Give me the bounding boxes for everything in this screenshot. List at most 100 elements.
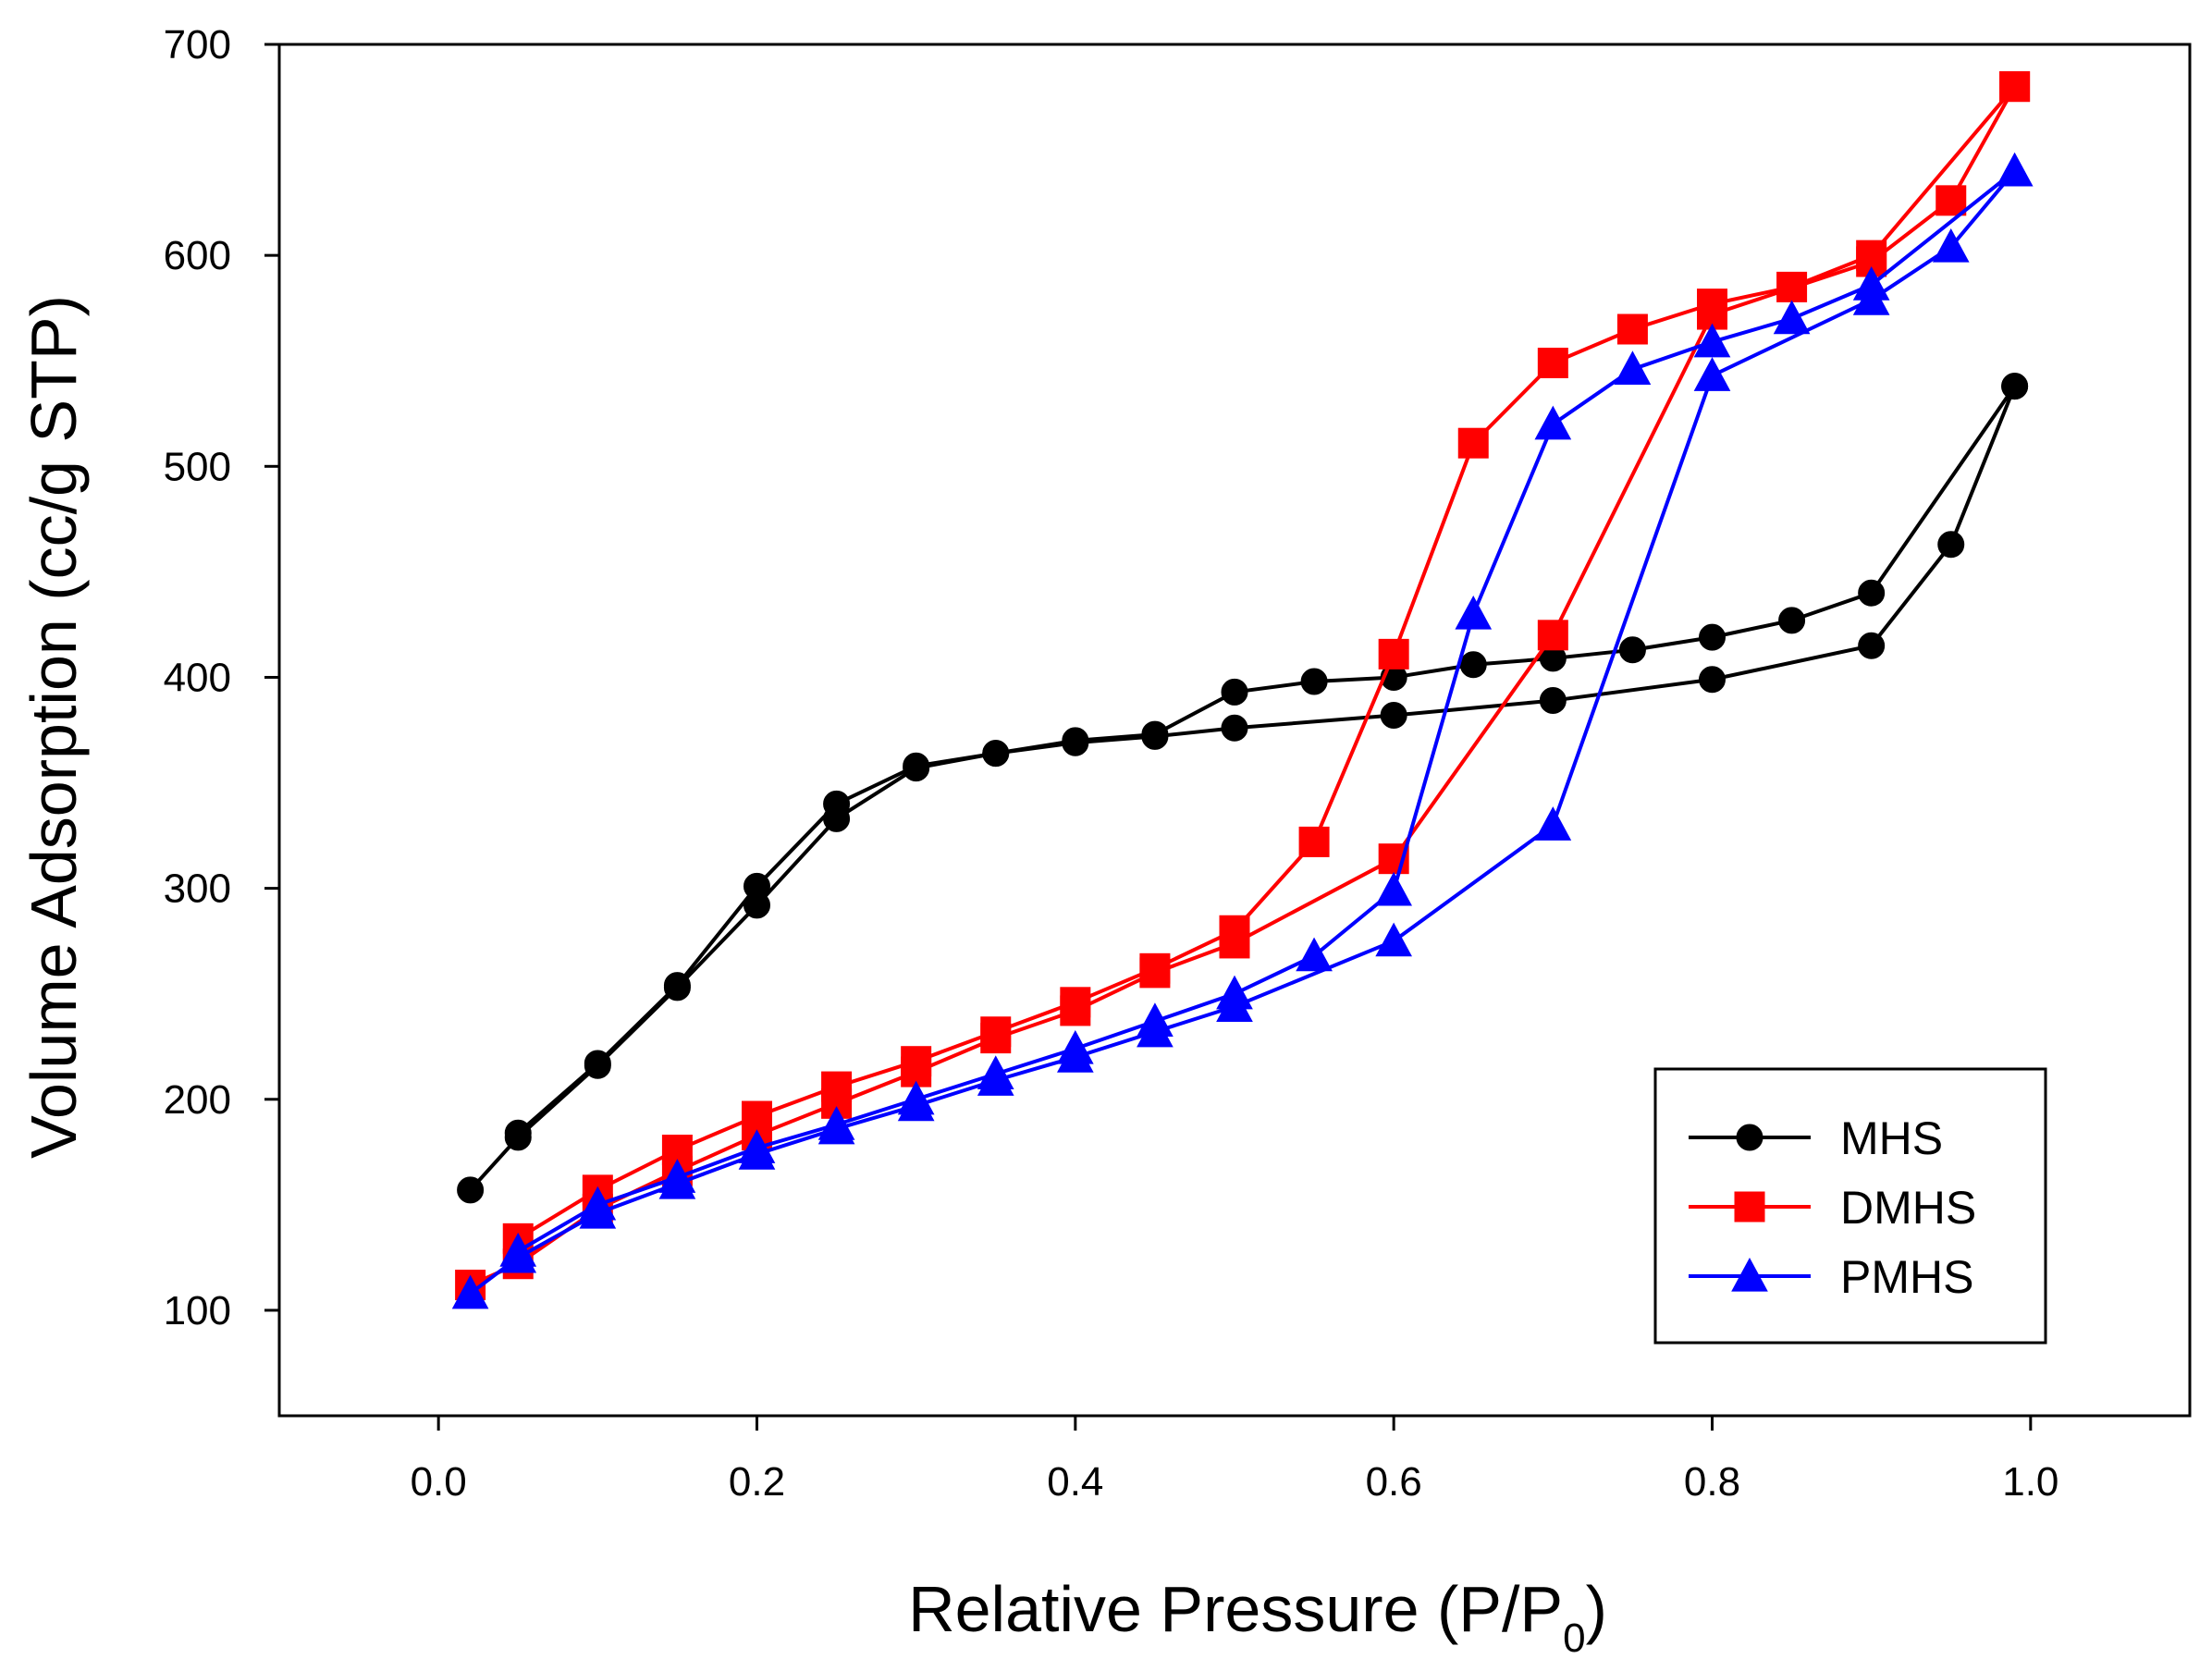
pmhs-desorption-point xyxy=(579,1186,617,1221)
y-tick-label: 300 xyxy=(164,866,231,912)
pmhs-adsorption-point xyxy=(1375,922,1413,957)
pmhs-desorption-point xyxy=(1614,350,1652,386)
pmhs-desorption-point xyxy=(1375,871,1413,906)
legend-label-mhs: MHS xyxy=(1840,1112,1943,1164)
plot-frame xyxy=(277,43,2192,1418)
dmhs-desorption-point xyxy=(901,1046,932,1077)
dmhs-desorption-point xyxy=(1060,987,1091,1018)
mhs-adsorption-point xyxy=(457,1176,485,1204)
dmhs-desorption-point xyxy=(1537,348,1568,379)
dmhs-desorption-point xyxy=(980,1016,1012,1048)
pmhs-desorption-point xyxy=(1773,300,1811,335)
mhs-desorption-point xyxy=(823,790,851,817)
mhs-adsorption-point xyxy=(1380,702,1407,730)
legend-marker-mhs xyxy=(1736,1124,1763,1151)
dmhs-desorption-point xyxy=(1697,289,1727,320)
series-layer xyxy=(451,71,2034,1309)
y-tick-label: 100 xyxy=(164,1288,231,1333)
pmhs-desorption-point xyxy=(738,1129,776,1163)
mhs-adsorption-point xyxy=(1858,632,1886,659)
pmhs-adsorption-point xyxy=(1932,227,1970,263)
legend: MHS DMHS PMHS xyxy=(1653,1067,2047,1345)
dmhs-desorption-point xyxy=(1457,427,1489,459)
mhs-desorption-point xyxy=(1699,623,1726,651)
x-tick-label: 0.8 xyxy=(1684,1459,1740,1505)
dmhs-desorption-point xyxy=(1378,638,1409,670)
mhs-desorption-point xyxy=(1778,607,1806,634)
dmhs-desorption-point xyxy=(1298,826,1330,857)
pmhs-desorption-point xyxy=(1455,595,1493,630)
x-tick-label: 0.2 xyxy=(729,1459,785,1505)
mhs-desorption-point xyxy=(1459,651,1487,679)
dmhs-desorption-point xyxy=(1616,313,1648,345)
y-tick-label: 600 xyxy=(164,233,231,278)
pmhs-adsorption-point xyxy=(1534,806,1572,841)
pmhs-desorption-point xyxy=(817,1106,855,1140)
pmhs-desorption-point xyxy=(1852,266,1890,301)
pmhs-desorption-point xyxy=(1996,152,2034,187)
legend-items: MHS DMHS PMHS xyxy=(1689,1112,1976,1303)
mhs-desorption-point xyxy=(903,752,930,780)
mhs-desorption-point xyxy=(504,1119,532,1147)
mhs-desorption-point xyxy=(2001,373,2029,400)
axis-ticks: 0.0 0.2 0.4 0.6 0.8 1.0 100 200 300 400 500 600 700 xyxy=(164,22,2059,1505)
pmhs-desorption-point xyxy=(1216,975,1253,1010)
series-dmhs xyxy=(455,71,2031,1301)
x-tick-label: 0.6 xyxy=(1366,1459,1422,1505)
mhs-desorption-point xyxy=(663,972,691,1000)
dmhs-desorption-point xyxy=(742,1100,772,1132)
dmhs-adsorption-point xyxy=(1537,620,1568,651)
mhs-desorption-point xyxy=(1300,668,1328,695)
x-tick-label: 1.0 xyxy=(2002,1459,2058,1505)
mhs-desorption-point xyxy=(1618,636,1646,664)
x-tick-label: 0.0 xyxy=(411,1459,467,1505)
pmhs-desorption-point xyxy=(658,1159,696,1193)
y-axis-title: Volume Adsorption (cc/g STP) xyxy=(18,295,90,1159)
x-axis-title-main: Relative Pressure (P/P xyxy=(908,1573,1563,1645)
legend-label-pmhs: PMHS xyxy=(1840,1251,1973,1303)
y-tick-label: 400 xyxy=(164,655,231,700)
pmhs-desorption-point xyxy=(897,1080,935,1115)
mhs-adsorption-point xyxy=(1539,687,1567,715)
pmhs-desorption-point xyxy=(1693,323,1731,358)
pmhs-desorption-point xyxy=(1534,405,1572,440)
mhs-desorption-point xyxy=(1141,720,1169,748)
dmhs-desorption-point xyxy=(1219,915,1250,946)
pmhs-desorption-point xyxy=(1296,937,1333,972)
pmhs-adsorption-point xyxy=(1693,357,1731,391)
dmhs-desorption-point xyxy=(1856,240,1887,271)
legend-marker-pmhs xyxy=(1731,1257,1768,1292)
series-mhs xyxy=(457,373,2029,1204)
dmhs-desorption-point xyxy=(821,1071,853,1102)
y-tick-label: 200 xyxy=(164,1077,231,1123)
mhs-desorption-point xyxy=(982,740,1010,768)
x-axis-title-suffix: ) xyxy=(1586,1573,1607,1645)
pmhs-desorption-point xyxy=(1137,1002,1174,1038)
series-pmhs xyxy=(451,152,2034,1309)
dmhs-desorption-point xyxy=(1776,271,1808,302)
x-axis-title: Relative Pressure (P/P0) xyxy=(908,1573,1607,1661)
y-tick-label: 500 xyxy=(164,444,231,489)
dmhs-desorption-point xyxy=(1999,71,2031,103)
dmhs-desorption-point xyxy=(1139,952,1171,984)
mhs-desorption-point xyxy=(584,1050,611,1077)
pmhs-adsorption-point xyxy=(451,1274,489,1309)
mhs-adsorption-point xyxy=(1699,666,1726,694)
pmhs-desorption-point xyxy=(1056,1029,1094,1064)
pmhs-desorption-point xyxy=(499,1232,537,1267)
y-tick-label: 700 xyxy=(164,22,231,68)
x-axis-title-subscript: 0 xyxy=(1563,1616,1585,1661)
x-tick-label: 0.4 xyxy=(1047,1459,1103,1505)
mhs-desorption-point xyxy=(1062,727,1089,755)
mhs-desorption-point xyxy=(1221,678,1248,706)
legend-label-dmhs: DMHS xyxy=(1840,1182,1976,1234)
mhs-desorption-point xyxy=(1858,579,1886,607)
mhs-desorption-point xyxy=(743,872,770,900)
mhs-adsorption-point xyxy=(1221,714,1248,742)
dmhs-adsorption-point xyxy=(1936,185,1967,216)
legend-marker-dmhs xyxy=(1734,1191,1765,1223)
mhs-adsorption-point xyxy=(1937,531,1965,559)
pmhs-desorption-point xyxy=(977,1055,1014,1090)
